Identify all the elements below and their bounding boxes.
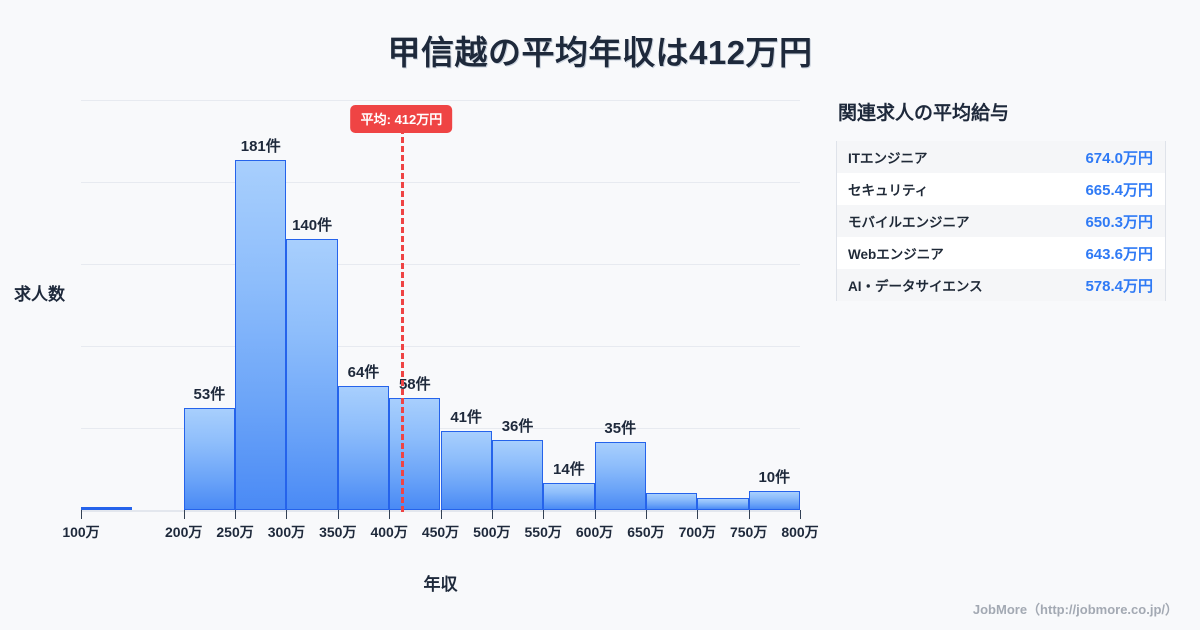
salary-row: Webエンジニア 643.6万円 [837,237,1165,269]
bar-value-label: 181件 [240,137,281,155]
bar-value-label: 64件 [347,364,380,382]
histogram-bar [491,440,544,510]
salary-role-label: Webエンジニア [848,247,944,262]
gridline [81,100,800,101]
x-tick-mark [235,510,237,519]
histogram-bar [594,442,646,510]
x-tick-label: 750万 [729,524,768,540]
x-tick-mark [748,510,750,519]
x-tick-label: 200万 [165,524,203,540]
salary-value: 674.0万円 [1085,149,1153,167]
gridline [81,346,800,347]
bar-value-label: 58件 [398,375,431,393]
x-tick-mark [337,510,339,519]
x-tick-label: 450万 [421,524,460,540]
footer-credit: JobMore（http://jobmore.co.jp/） [972,602,1178,617]
x-tick-label: 350万 [319,524,357,540]
side-panel-title: 関連求人の平均給与 [838,103,1010,124]
histogram-chart: 53件 181件 140件 64件 58件 41件 36件 14件 35件 10件 100万 200… [14,100,819,594]
x-tick-label: 550万 [524,524,562,540]
gridline [81,264,800,265]
salary-value: 665.4万円 [1085,181,1153,199]
page-title: 甲信越の平均年収は412万円 [387,34,813,71]
salary-role-label: AI・データサイエンス [848,279,983,294]
salary-row: AI・データサイエンス 578.4万円 [837,269,1165,301]
histogram-bar [81,507,133,510]
histogram-bar [697,498,749,510]
x-axis-title: 年収 [423,575,458,594]
salary-role-label: ITエンジニア [848,151,928,166]
histogram-bar [645,492,698,510]
salary-table: ITエンジニア 674.0万円セキュリティ 665.4万円モバイルエンジニア 650.… [836,141,1166,301]
x-tick-label: 300万 [267,524,306,540]
x-tick-mark [81,510,82,519]
histogram-bar [286,239,338,510]
histogram-bar [337,386,390,510]
salary-value: 650.3万円 [1085,213,1153,231]
x-tick-mark [645,510,647,519]
histogram-bar [235,159,287,510]
histogram-bar [183,407,236,510]
bar-value-label: 36件 [501,418,534,436]
average-badge: 平均: 412万円 [350,105,453,133]
x-tick-label: 500万 [473,524,511,540]
bar-value-label: 53件 [193,385,226,403]
x-tick-label: 250万 [216,524,254,540]
salary-row: ITエンジニア 674.0万円 [837,141,1165,173]
gridline [81,182,800,183]
bar-value-label: 14件 [553,460,585,478]
salary-role-label: モバイルエンジニア [848,215,970,230]
histogram-bar [543,482,595,510]
x-tick-label: 400万 [370,524,408,540]
salary-value: 643.6万円 [1085,245,1153,263]
x-tick-mark [286,510,288,519]
x-tick-mark [800,510,801,519]
x-tick-label: 700万 [678,524,716,540]
related-salary-panel: 関連求人の平均給与 ITエンジニア 674.0万円セキュリティ 665.4万円モバイ… [836,98,1166,301]
histogram-bar [389,397,441,510]
x-tick-mark [594,510,596,519]
bar-value-label: 41件 [450,408,483,426]
x-tick-mark [491,510,493,519]
salary-row: モバイルエンジニア 650.3万円 [837,205,1165,237]
bar-value-label: 35件 [604,420,637,438]
bars-container: 53件 181件 140件 64件 58件 41件 36件 14件 35件 10件 [81,100,800,510]
x-tick-mark [183,510,185,519]
x-tick-label: 800万 [781,524,819,540]
salary-value: 578.4万円 [1085,277,1153,295]
bar-value-label: 140件 [292,217,333,235]
histogram-bar [440,430,492,510]
x-tick-mark [697,510,699,519]
x-tick-mark [440,510,442,519]
gridline [81,428,800,429]
bar-value-label: 10件 [758,468,791,486]
average-line [401,128,405,512]
x-tick-label: 650万 [627,524,665,540]
salary-role-label: セキュリティ [848,183,929,198]
x-tick-mark [543,510,545,519]
x-tick-label: 600万 [575,524,614,540]
salary-row: セキュリティ 665.4万円 [837,173,1165,205]
x-tick-mark [389,510,391,519]
y-axis-title: 求人数 [14,285,65,304]
x-tick-label: 100万 [62,524,100,540]
plot-area [81,100,800,510]
histogram-bar [748,490,800,510]
